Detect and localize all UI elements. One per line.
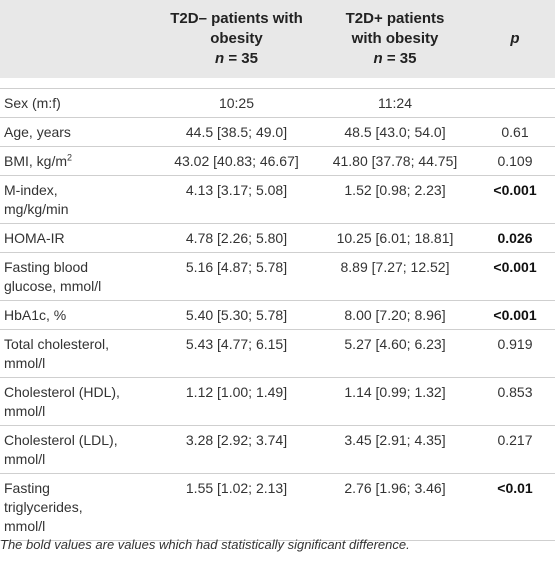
header-t2d-minus: T2D– patients with obesity n = 35 xyxy=(158,0,315,78)
cell-t2d-minus: 1.55 [1.02; 2.13] xyxy=(158,473,315,541)
table-header: T2D– patients with obesity n = 35 T2D+ p… xyxy=(0,0,555,78)
row-label: HbA1c, % xyxy=(0,300,158,330)
table-row: M-index, mg/kg/min 4.13 [3.17; 5.08] 1.52 [… xyxy=(0,175,555,224)
row-label: Fasting blood glucose, mmol/l xyxy=(0,252,158,301)
header-t2d-minus-line2: obesity xyxy=(210,30,263,47)
row-label: Fasting triglycerides, mmol/l xyxy=(0,473,158,541)
table-row: Fasting blood glucose, mmol/l 5.16 [4.87; … xyxy=(0,252,555,301)
row-label: M-index, mg/kg/min xyxy=(0,175,158,224)
cell-t2d-minus: 4.13 [3.17; 5.08] xyxy=(158,175,315,224)
table-row: BMI, kg/m2 43.02 [40.83; 46.67] 41.80 [37.… xyxy=(0,146,555,176)
results-table-container: T2D– patients with obesity n = 35 T2D+ p… xyxy=(0,0,555,541)
cell-t2d-minus: 44.5 [38.5; 49.0] xyxy=(158,117,315,147)
header-t2d-plus-n-label: n xyxy=(373,50,383,67)
cell-t2d-plus: 10.25 [6.01; 18.81] xyxy=(315,223,475,253)
cell-p-value: <0.001 xyxy=(475,252,555,301)
table-row: Cholesterol (LDL), mmol/l 3.28 [2.92; 3.74… xyxy=(0,425,555,474)
header-row: T2D– patients with obesity n = 35 T2D+ p… xyxy=(0,0,555,78)
header-t2d-plus: T2D+ patients with obesity n = 35 xyxy=(315,0,475,78)
cell-p-value: 0.919 xyxy=(475,329,555,378)
row-label-line1: Age, years xyxy=(4,124,71,140)
row-label: Sex (m:f) xyxy=(0,88,158,118)
row-label-line2: mmol/l xyxy=(4,403,46,419)
cell-p-value: 0.109 xyxy=(475,146,555,176)
cell-p-value: 0.61 xyxy=(475,117,555,147)
row-label: Total cholesterol, mmol/l xyxy=(0,329,158,378)
row-label-line3: mmol/l xyxy=(4,518,46,534)
row-label-line2: glucose, mmol/l xyxy=(4,278,102,294)
row-label-line1: Sex (m:f) xyxy=(4,95,61,111)
cell-t2d-minus: 10:25 xyxy=(158,88,315,118)
row-label-line2: triglycerides, xyxy=(4,499,83,515)
row-label-line2: mmol/l xyxy=(4,355,46,371)
header-p-label: p xyxy=(510,30,520,47)
cell-t2d-minus: 1.12 [1.00; 1.49] xyxy=(158,377,315,426)
cell-t2d-plus: 3.45 [2.91; 4.35] xyxy=(315,425,475,474)
cell-p-value: 0.853 xyxy=(475,377,555,426)
header-t2d-plus-line1: T2D+ patients xyxy=(345,10,445,27)
header-t2d-minus-n: n = 35 xyxy=(162,49,311,69)
table-row: Cholesterol (HDL), mmol/l 1.12 [1.00; 1.49… xyxy=(0,377,555,426)
row-label-line1: Total cholesterol, xyxy=(4,336,110,352)
cell-t2d-plus: 1.14 [0.99; 1.32] xyxy=(315,377,475,426)
cell-p-value: <0.001 xyxy=(475,300,555,330)
row-label-superscript: 2 xyxy=(67,152,73,163)
header-t2d-plus-line2: with obesity xyxy=(351,30,439,47)
header-t2d-plus-n: n = 35 xyxy=(319,49,471,69)
cell-p-value: 0.217 xyxy=(475,425,555,474)
table-footnote: The bold values are values which had sta… xyxy=(0,537,410,552)
row-label-line2: mmol/l xyxy=(4,451,46,467)
table-row: HOMA-IR 4.78 [2.26; 5.80] 10.25 [6.01; 18.… xyxy=(0,223,555,253)
row-label: BMI, kg/m2 xyxy=(0,146,158,176)
header-empty-cell xyxy=(0,0,158,78)
table-row: Age, years 44.5 [38.5; 49.0] 48.5 [43.0; 5… xyxy=(0,117,555,147)
header-p-value: p xyxy=(475,0,555,78)
row-label-line1: HOMA-IR xyxy=(4,230,65,246)
table-body: Sex (m:f) 10:25 11:24 Age, years 44.5 [38.5;… xyxy=(0,78,555,541)
cell-t2d-minus: 3.28 [2.92; 3.74] xyxy=(158,425,315,474)
cell-t2d-minus: 4.78 [2.26; 5.80] xyxy=(158,223,315,253)
spacer-row xyxy=(0,78,555,89)
row-label-line2: mg/kg/min xyxy=(4,201,69,217)
row-label-line1: M-index, xyxy=(4,182,58,198)
header-t2d-minus-line1: T2D– patients with xyxy=(170,10,303,27)
cell-t2d-minus: 5.40 [5.30; 5.78] xyxy=(158,300,315,330)
cell-t2d-minus: 5.43 [4.77; 6.15] xyxy=(158,329,315,378)
cell-t2d-plus: 41.80 [37.78; 44.75] xyxy=(315,146,475,176)
cell-p-value: <0.001 xyxy=(475,175,555,224)
row-label-line1: HbA1c, % xyxy=(4,307,67,323)
row-label-line1: Cholesterol (LDL), xyxy=(4,432,118,448)
cell-t2d-plus: 5.27 [4.60; 6.23] xyxy=(315,329,475,378)
table-row: Sex (m:f) 10:25 11:24 xyxy=(0,88,555,118)
cell-t2d-plus: 8.89 [7.27; 12.52] xyxy=(315,252,475,301)
cell-t2d-plus: 2.76 [1.96; 3.46] xyxy=(315,473,475,541)
cell-t2d-plus: 48.5 [43.0; 54.0] xyxy=(315,117,475,147)
row-label: Age, years xyxy=(0,117,158,147)
row-label-line1: Fasting blood xyxy=(4,259,89,275)
cell-t2d-plus: 8.00 [7.20; 8.96] xyxy=(315,300,475,330)
table-row: HbA1c, % 5.40 [5.30; 5.78] 8.00 [7.20; 8.9… xyxy=(0,300,555,330)
cell-p-value: <0.01 xyxy=(475,473,555,541)
row-label: Cholesterol (LDL), mmol/l xyxy=(0,425,158,474)
row-label-line1: Fasting xyxy=(4,480,50,496)
cell-p-value xyxy=(475,88,555,118)
row-label-line1: Cholesterol (HDL), xyxy=(4,384,120,400)
header-t2d-plus-n-value: = 35 xyxy=(382,50,417,67)
header-t2d-minus-n-value: = 35 xyxy=(224,50,258,67)
cell-p-value: 0.026 xyxy=(475,223,555,253)
table-row: Fasting triglycerides, mmol/l 1.55 [1.02; 2… xyxy=(0,473,555,541)
row-label: HOMA-IR xyxy=(0,223,158,253)
row-label: Cholesterol (HDL), mmol/l xyxy=(0,377,158,426)
cell-t2d-minus: 5.16 [4.87; 5.78] xyxy=(158,252,315,301)
header-t2d-minus-n-label: n xyxy=(215,50,225,67)
results-table: T2D– patients with obesity n = 35 T2D+ p… xyxy=(0,0,555,541)
cell-t2d-minus: 43.02 [40.83; 46.67] xyxy=(158,146,315,176)
row-label-line1: BMI, kg/m xyxy=(4,153,68,169)
cell-t2d-plus: 11:24 xyxy=(315,88,475,118)
table-row: Total cholesterol, mmol/l 5.43 [4.77; 6.15… xyxy=(0,329,555,378)
cell-t2d-plus: 1.52 [0.98; 2.23] xyxy=(315,175,475,224)
